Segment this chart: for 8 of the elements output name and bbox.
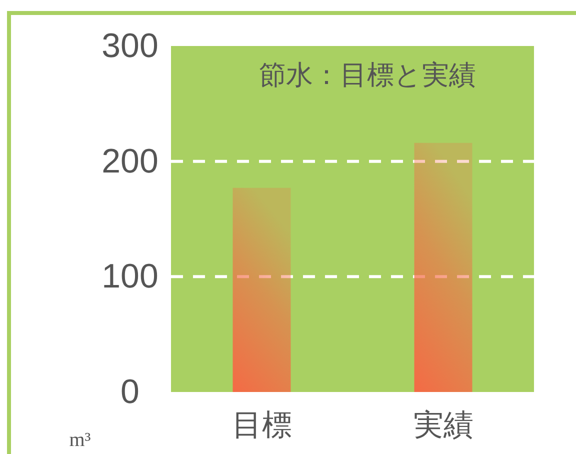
y-tick-label: 200 xyxy=(102,142,158,180)
x-tick-label: 実績 xyxy=(413,409,474,442)
y-tick-label: 300 xyxy=(102,27,158,65)
y-axis-title: m³ xyxy=(69,429,91,451)
y-tick-label: 100 xyxy=(102,258,158,296)
y-tick-label: 0 xyxy=(120,373,140,411)
x-tick-label: 目標 xyxy=(232,409,292,442)
text: 節水：目標と実績 xyxy=(259,60,476,90)
